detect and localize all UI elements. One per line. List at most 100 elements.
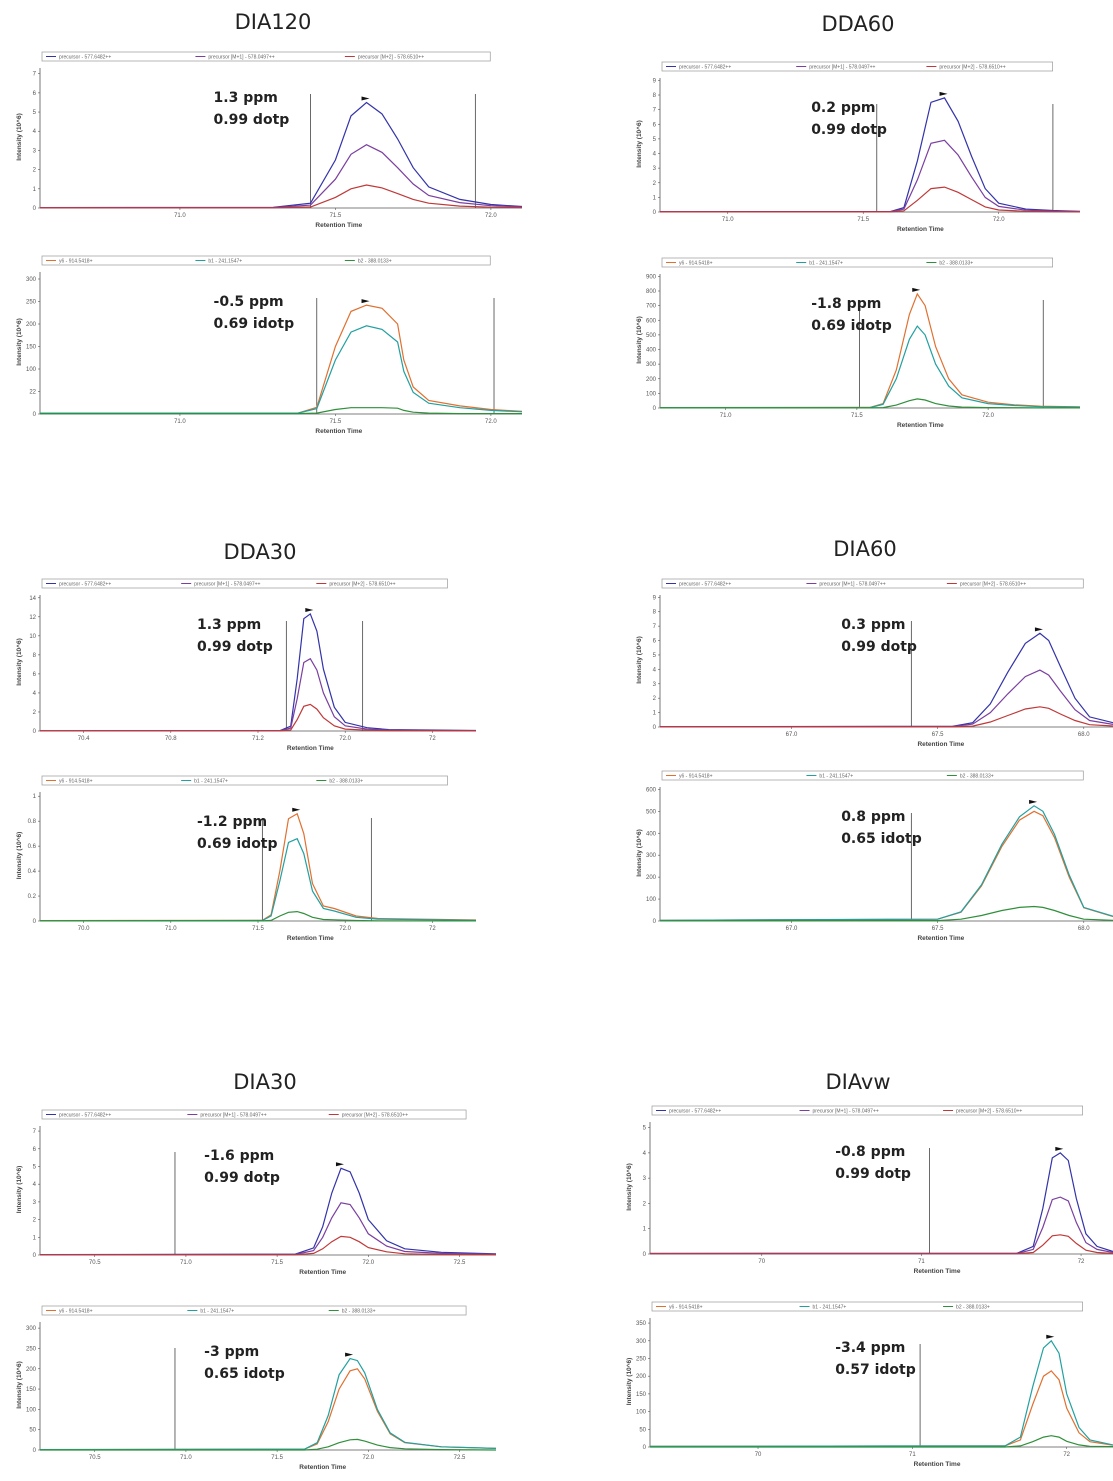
chromatogram-precursor: precursor - 577.6482++ precursor [M+1] - … (15, 578, 477, 752)
y-axis-label: Intensity (10^6) (635, 120, 643, 168)
y-tick-label: 0 (653, 919, 657, 925)
y-tick-label: 0.8 (28, 819, 37, 825)
y-tick-label: 150 (26, 1387, 37, 1393)
x-tick-label: 70 (755, 1452, 762, 1458)
chromatogram-fragment: y6 - 914.5418+ b1 - 241.1547+ b2 - 388.013… (635, 257, 1081, 429)
apex-marker-icon (1055, 1146, 1064, 1151)
y-tick-label: 300 (646, 853, 657, 859)
y-tick-label: 5 (33, 110, 37, 116)
y-tick-label: 500 (646, 809, 657, 815)
chromatogram-precursor: precursor - 577.6482++ precursor [M+1] - … (15, 1109, 497, 1276)
x-tick-label: 72.0 (993, 217, 1005, 223)
y-tick-label: 300 (26, 1326, 37, 1332)
y-tick-label: 5 (643, 1126, 647, 1132)
y-tick-label: 700 (646, 304, 657, 310)
x-tick-label: 71.5 (330, 419, 342, 425)
chromatogram-precursor: precursor - 577.6482++ precursor [M+1] - … (15, 51, 523, 229)
legend-entry: b2 - 388.0133+ (956, 1305, 990, 1311)
legend-entry: precursor [M+1] - 578.0497++ (194, 582, 260, 588)
y-tick-label: 4 (653, 667, 657, 673)
y-tick-label: 50 (639, 1427, 646, 1433)
apex-marker-icon (345, 1352, 354, 1357)
legend: precursor - 577.6482++ precursor [M+1] - … (661, 61, 1053, 72)
y-tick-label: 9 (653, 78, 657, 84)
y-tick-label: 1 (33, 187, 37, 193)
x-tick-label: 71.5 (271, 1260, 283, 1266)
x-tick-label: 71.2 (252, 736, 264, 742)
y-tick-label: 0 (33, 729, 37, 735)
x-tick-label: 70.5 (89, 1260, 101, 1266)
apex-marker-icon (939, 91, 948, 96)
apex-marker-icon (1029, 799, 1038, 804)
y-tick-label: 100 (636, 1410, 647, 1416)
y-tick-label: 200 (646, 875, 657, 881)
x-tick-label: 72.5 (454, 1260, 466, 1266)
x-tick-label: 71.0 (174, 419, 186, 425)
x-axis-label: Retention Time (287, 935, 334, 942)
mass-error-label: -0.8 ppm (835, 1144, 905, 1160)
y-tick-label: 7 (653, 108, 657, 114)
series-y6 (649, 1370, 1113, 1447)
y-tick-label: 50 (29, 1428, 36, 1434)
y-tick-label: 7 (33, 1129, 37, 1135)
chromatogram-fragment: y6 - 914.5418+ b1 - 241.1547+ b2 - 388.013… (635, 770, 1113, 942)
series-precursor-m1 (40, 144, 523, 209)
x-tick-label: 72 (429, 736, 436, 742)
y-tick-label: 200 (26, 1367, 37, 1373)
series-precursor (39, 101, 523, 209)
legend-entry: precursor [M+1] - 578.0497++ (813, 1109, 879, 1115)
apex-marker-icon (912, 287, 921, 292)
series-precursor-m1 (40, 657, 477, 732)
legend: precursor - 577.6482++ precursor [M+1] - … (661, 578, 1084, 589)
y-tick-label: 600 (646, 318, 657, 324)
x-tick-label: 72.0 (982, 413, 994, 419)
dotp-label: 0.99 dotp (214, 112, 290, 128)
y-tick-label: 3 (653, 166, 657, 172)
series-precursor-m1 (659, 669, 1113, 728)
y-tick-label: 6 (33, 91, 37, 97)
series-b1 (40, 325, 523, 414)
apex-marker-icon (292, 807, 301, 812)
series-b1 (39, 1357, 497, 1451)
x-tick-label: 71.0 (165, 926, 177, 932)
x-tick-label: 71.0 (722, 217, 734, 223)
legend-entry: b1 - 241.1547+ (809, 261, 843, 267)
y-tick-label: 300 (646, 362, 657, 368)
y-tick-label: 0 (653, 725, 657, 731)
x-tick-label: 68.0 (1078, 732, 1090, 738)
y-axis-label: Intensity (10^6) (625, 1358, 633, 1406)
mass-error-label: -3.4 ppm (835, 1340, 905, 1356)
y-tick-label: 1 (643, 1227, 647, 1233)
chromatogram-fragment: y6 - 914.5418+ b1 - 241.1547+ b2 - 388.013… (625, 1301, 1113, 1468)
y-tick-label: 200 (636, 1374, 647, 1380)
x-tick-label: 71.5 (857, 217, 869, 223)
legend: y6 - 914.5418+ b1 - 241.1547+ b2 - 388.013… (651, 1301, 1083, 1312)
chromatogram-precursor: precursor - 577.6482++ precursor [M+1] - … (635, 61, 1081, 233)
chromatogram-precursor: precursor - 577.6482++ precursor [M+1] - … (625, 1105, 1113, 1275)
dotp-label: 0.99 dotp (841, 639, 917, 655)
legend-entry: precursor - 577.6482++ (59, 1113, 111, 1119)
y-tick-label: 100 (646, 897, 657, 903)
series-y6 (659, 292, 1081, 409)
legend-entry: b1 - 241.1547+ (208, 259, 242, 265)
y-tick-label: 0.4 (28, 869, 37, 875)
y-tick-label: 250 (26, 1346, 37, 1352)
y-tick-label: 200 (26, 322, 37, 328)
legend-entry: precursor [M+1] - 578.0497++ (200, 1113, 266, 1119)
y-tick-label: 150 (636, 1392, 647, 1398)
x-axis-label: Retention Time (914, 1268, 961, 1275)
panel-title: DIAvw (825, 1070, 891, 1094)
y-tick-label: 3 (33, 1200, 37, 1206)
series-precursor (649, 1152, 1113, 1255)
y-tick-label: 8 (653, 610, 657, 616)
y-tick-label: 14 (29, 596, 36, 602)
y-tick-label: 5 (33, 1164, 37, 1170)
y-tick-label: 6 (33, 672, 37, 678)
x-axis-label: Retention Time (917, 741, 964, 748)
y-tick-label: 10 (29, 634, 36, 640)
legend-entry: precursor [M+2] - 578.6510++ (342, 1113, 408, 1119)
y-tick-label: 6 (653, 639, 657, 645)
mass-error-label: -1.8 ppm (811, 296, 881, 312)
x-tick-label: 70.5 (89, 1455, 101, 1461)
y-tick-label: 4 (33, 129, 37, 135)
